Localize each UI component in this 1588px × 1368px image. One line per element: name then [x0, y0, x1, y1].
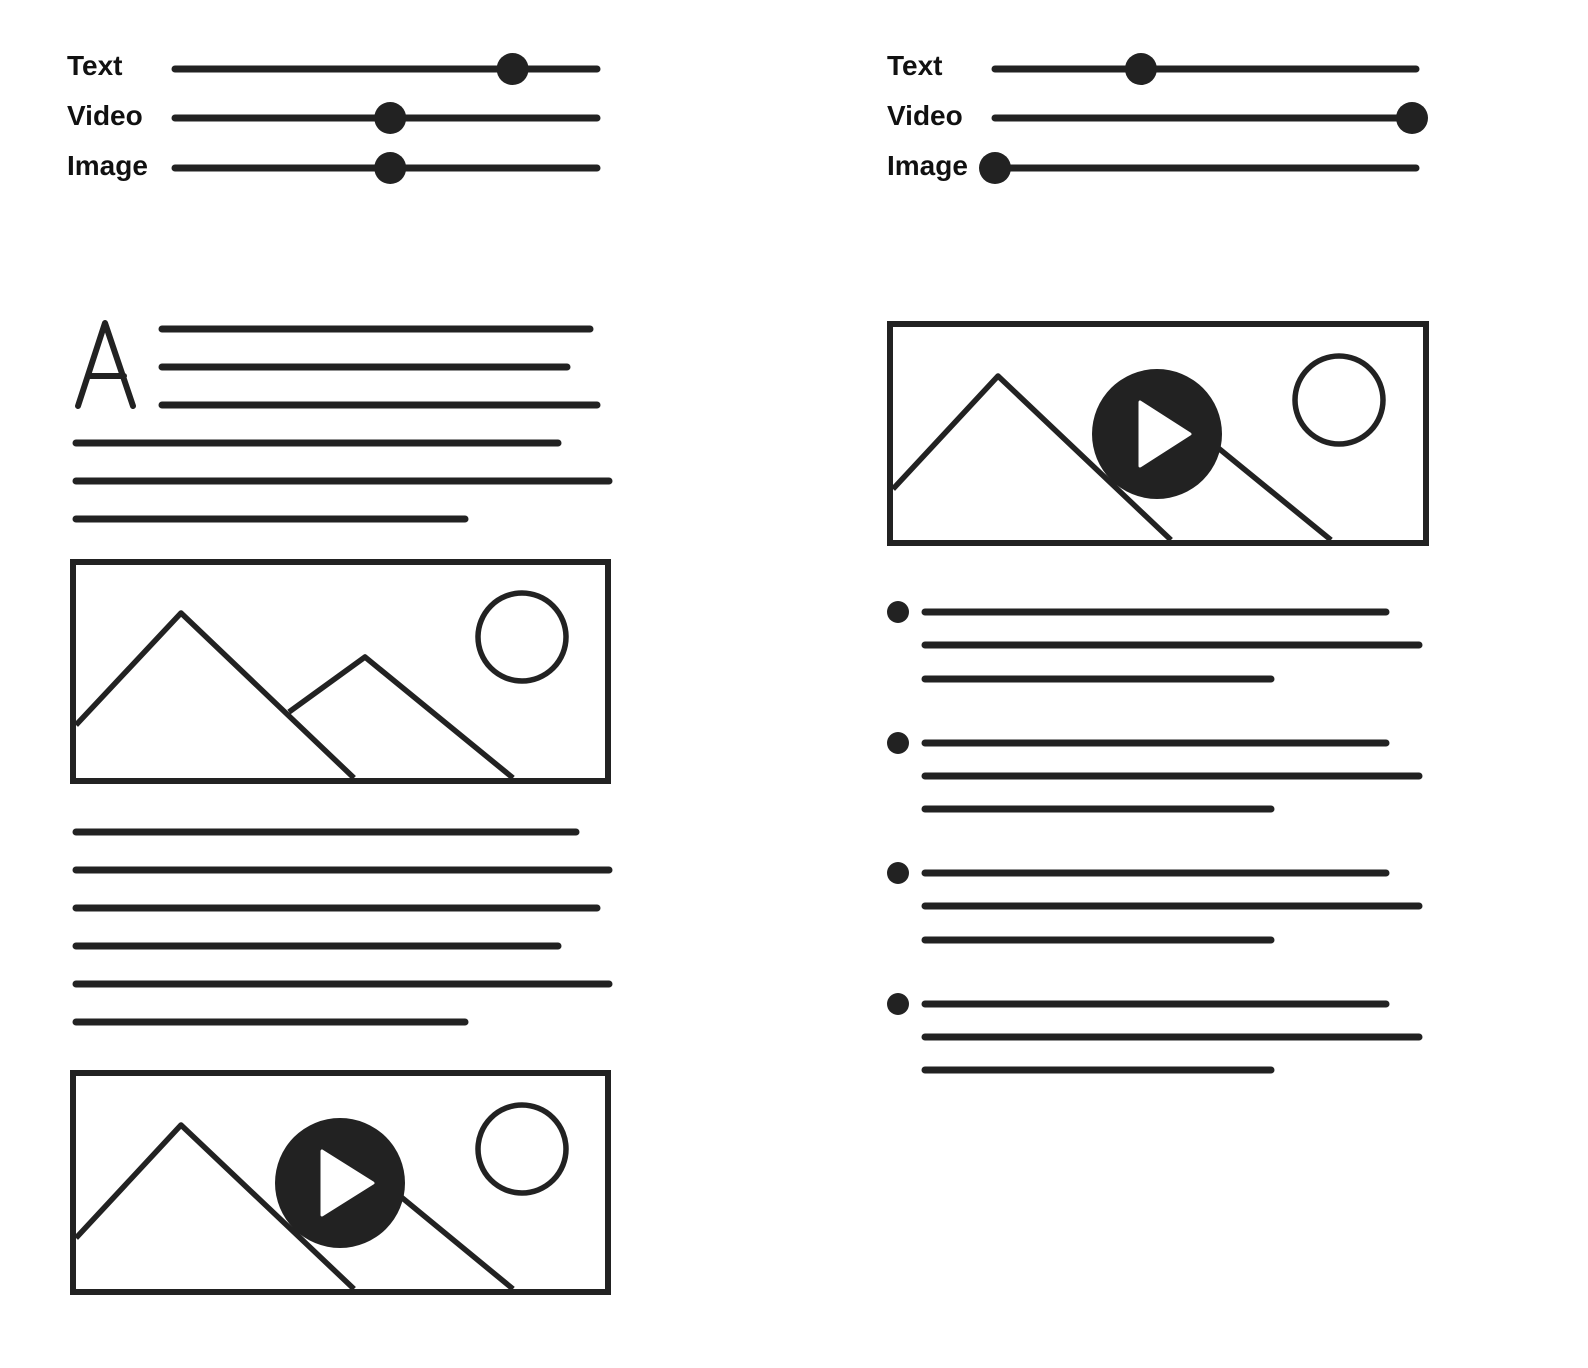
list-item — [887, 732, 1423, 813]
video-placeholder-icon[interactable] — [70, 1070, 611, 1295]
right-sliders: Text Video Image — [887, 50, 1428, 184]
right-slider-video-handle[interactable] — [1396, 102, 1428, 134]
list-item — [887, 601, 1423, 683]
right-slider-image-label: Image — [887, 150, 968, 181]
right-slider-text-handle[interactable] — [1124, 53, 1157, 85]
bullet-dot-icon — [887, 601, 909, 623]
play-triangle-icon — [1138, 400, 1192, 468]
left-slider-text-label: Text — [67, 50, 123, 81]
right-slider-video-label: Video — [887, 100, 963, 131]
right-slider-text[interactable]: Text — [887, 50, 1420, 85]
bullet-dot-icon — [887, 732, 909, 754]
right-slider-image-handle[interactable] — [979, 152, 1011, 184]
video-placeholder-icon[interactable] — [887, 321, 1429, 546]
image-frame — [70, 559, 611, 784]
left-slider-video-handle[interactable] — [374, 102, 407, 134]
left-text-block — [72, 320, 613, 523]
left-slider-video-label: Video — [67, 100, 143, 131]
right-slider-text-label: Text — [887, 50, 943, 81]
right-slider-video[interactable]: Video — [887, 100, 1428, 134]
mountain-left — [890, 373, 1173, 542]
sun-circle — [1292, 353, 1386, 447]
sun-circle — [475, 590, 569, 684]
left-slider-text[interactable]: Text — [67, 50, 601, 85]
list-item — [887, 993, 1423, 1074]
left-slider-video[interactable]: Video — [67, 100, 601, 134]
bullet-list — [887, 601, 1423, 1074]
right-panel: Text Video Image — [887, 50, 1429, 1074]
sun-circle — [475, 1102, 569, 1196]
list-item — [887, 862, 1423, 944]
right-slider-image[interactable]: Image — [887, 150, 1420, 184]
left-slider-image-label: Image — [67, 150, 148, 181]
left-slider-image[interactable]: Image — [67, 150, 601, 184]
left-panel: Text Video Image — [67, 50, 613, 1295]
mountain-right — [287, 654, 515, 781]
play-triangle-icon — [320, 1149, 375, 1217]
left-slider-text-handle[interactable] — [496, 53, 529, 85]
mountain-left — [73, 1122, 356, 1291]
letter-a-icon — [75, 320, 136, 409]
mountain-right — [387, 1184, 515, 1292]
bullet-dot-icon — [887, 993, 909, 1015]
left-text-block-2 — [72, 828, 613, 1026]
video-frame — [70, 1070, 611, 1295]
left-slider-image-handle[interactable] — [374, 152, 407, 184]
mountain-right — [1204, 435, 1333, 543]
left-sliders: Text Video Image — [67, 50, 601, 184]
video-frame — [887, 321, 1429, 546]
mountain-left — [73, 610, 356, 780]
bullet-dot-icon — [887, 862, 909, 884]
image-placeholder-icon — [70, 559, 611, 784]
